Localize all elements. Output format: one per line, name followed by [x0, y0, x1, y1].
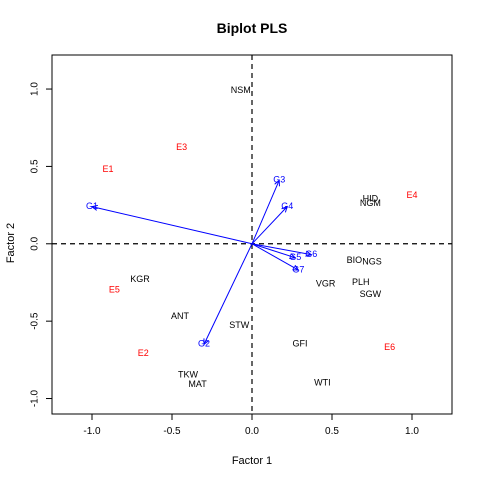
label-wti: WTI — [314, 377, 331, 387]
vector-g4 — [251, 206, 288, 245]
label-g6: G6 — [305, 249, 317, 259]
y-axis-label: Factor 2 — [5, 223, 17, 263]
label-g5: G5 — [289, 252, 301, 262]
label-vgr: VGR — [316, 278, 336, 288]
y-tick-label: -0.5 — [30, 312, 41, 330]
x-tick-label: 0.5 — [325, 426, 339, 437]
y-tick-label: 1.0 — [30, 82, 41, 96]
label-e5: E5 — [109, 285, 120, 295]
label-bio: BIO — [347, 255, 363, 265]
axes: -1.0 -0.5 0.0 0.5 1.0 -1.0 -0.5 0.0 0.5 1.0 — [30, 82, 420, 437]
label-e2: E2 — [138, 348, 149, 358]
x-axis-label: Factor 1 — [232, 455, 272, 467]
label-nsm: NSM — [231, 85, 251, 95]
label-g3: G3 — [273, 175, 285, 185]
x-tick-label: 0.0 — [245, 426, 259, 437]
label-stw: STW — [229, 320, 250, 330]
vector-g2 — [203, 243, 253, 345]
x-tick-label: 1.0 — [405, 426, 419, 437]
vector-g5 — [251, 243, 296, 259]
label-e4: E4 — [406, 190, 417, 200]
vector-g1 — [91, 206, 253, 245]
y-tick-label: -1.0 — [30, 389, 41, 407]
arrowhead-g5 — [289, 253, 297, 260]
label-e1: E1 — [102, 164, 113, 174]
arrowhead-g3 — [274, 179, 280, 187]
arrowhead-g6 — [305, 250, 313, 257]
plot-frame — [51, 54, 453, 415]
reference-lines — [52, 55, 452, 414]
label-ngm: NGM — [360, 198, 381, 208]
label-hid: HID — [363, 193, 379, 203]
arrowhead-g7 — [292, 264, 300, 271]
x-tick-label: -1.0 — [83, 426, 101, 437]
label-sgw: SGW — [360, 289, 382, 299]
x-tick-label: -0.5 — [163, 426, 181, 437]
label-g2: G2 — [198, 339, 210, 349]
arrowhead-g1 — [90, 204, 98, 211]
label-g1: G1 — [86, 201, 98, 211]
label-plh: PLH — [352, 277, 370, 287]
label-g4: G4 — [281, 201, 293, 211]
arrowhead-g4 — [281, 205, 288, 213]
label-kgr: KGR — [130, 274, 150, 284]
vector-g7 — [251, 243, 299, 271]
y-tick-label: 0.0 — [30, 236, 41, 250]
arrowhead-g2 — [203, 338, 209, 346]
label-ngs: NGS — [362, 257, 382, 267]
label-mat: MAT — [188, 379, 207, 389]
label-e3: E3 — [176, 142, 187, 152]
chart-title: Biplot PLS — [217, 20, 288, 36]
label-ant: ANT — [171, 311, 190, 321]
label-e6: E6 — [384, 342, 395, 352]
label-g7: G7 — [292, 264, 304, 274]
label-tkw: TKW — [178, 370, 199, 380]
vector-g6 — [251, 243, 312, 256]
genotype-vectors — [90, 179, 313, 346]
vector-g3 — [251, 180, 280, 244]
y-tick-label: 0.5 — [30, 159, 41, 173]
label-gfi: GFI — [293, 339, 308, 349]
